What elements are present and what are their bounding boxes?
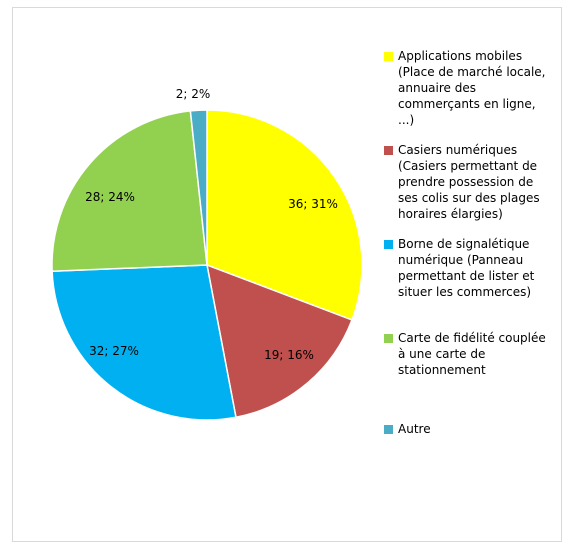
legend-item: Casiers numériques (Casiers permettant d… [384,142,569,222]
slice-data-label: 32; 27% [89,344,139,358]
legend-swatch [384,240,393,249]
pie-slice [206,263,353,419]
pie-labels: 36; 31% 19; 16% 32; 27% 28; 24% 2; 2% [85,87,338,362]
pie-slice [51,110,208,273]
legend-item: Carte de fidélité couplée à une carte de… [384,330,569,378]
slice-data-label: 36; 31% [288,197,338,211]
pie-slice [206,109,363,321]
legend-item: Autre [384,421,569,437]
legend-label: Autre [398,422,431,436]
legend-label: Applications mobiles (Place de marché lo… [398,49,546,127]
slice-data-label: 19; 16% [264,348,314,362]
legend-item: Applications mobiles (Place de marché lo… [384,48,569,128]
legend-item: Borne de signalétique numérique (Panneau… [384,236,569,300]
pie-slice [51,264,237,421]
chart-legend: Applications mobiles (Place de marché lo… [384,48,569,437]
pie-slices [51,109,363,421]
legend-swatch [384,146,393,155]
legend-swatch [384,52,393,61]
legend-swatch [384,334,393,343]
legend-label: Carte de fidélité couplée à une carte de… [398,331,546,377]
legend-label: Casiers numériques (Casiers permettant d… [398,143,540,221]
slice-data-label: 28; 24% [85,190,135,204]
slice-data-label: 2; 2% [176,87,211,101]
legend-swatch [384,425,393,434]
legend-label: Borne de signalétique numérique (Panneau… [398,237,535,299]
pie-slice [189,109,208,266]
